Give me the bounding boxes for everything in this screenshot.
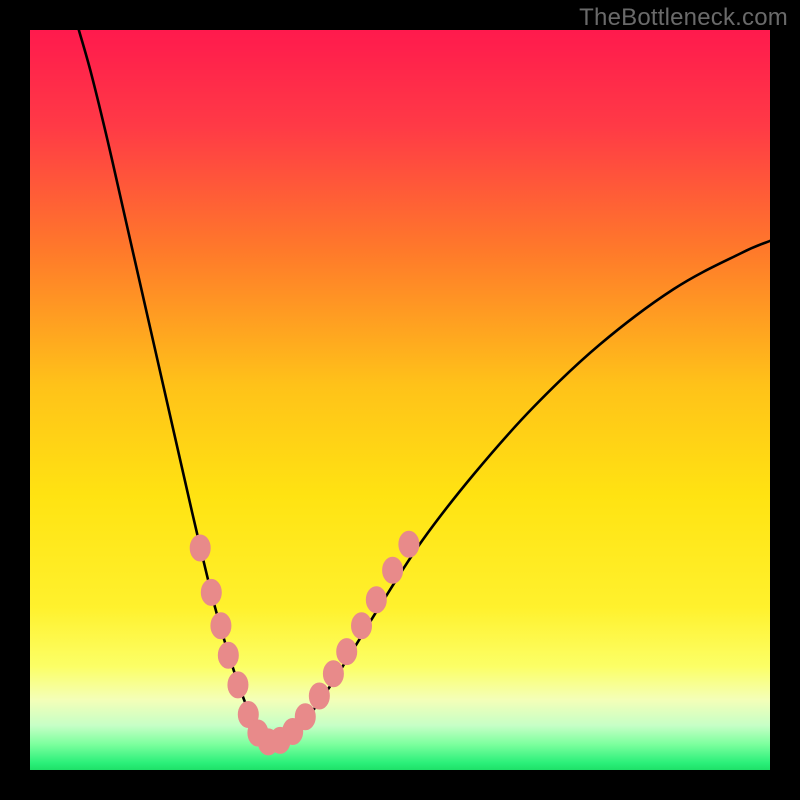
data-dot	[211, 613, 231, 639]
data-dot	[399, 531, 419, 557]
data-dot	[190, 535, 210, 561]
data-dot	[366, 587, 386, 613]
gradient-background	[30, 30, 770, 770]
data-dot	[295, 704, 315, 730]
data-dot	[201, 579, 221, 605]
watermark-text: TheBottleneck.com	[579, 4, 788, 32]
plot-area	[30, 30, 770, 770]
data-dot	[323, 661, 343, 687]
chart-frame: TheBottleneck.com	[0, 0, 800, 800]
data-dot	[337, 639, 357, 665]
bottleneck-chart	[0, 0, 800, 800]
data-dot	[228, 672, 248, 698]
data-dot	[218, 642, 238, 668]
data-dot	[309, 683, 329, 709]
data-dot	[352, 613, 372, 639]
data-dot	[383, 557, 403, 583]
